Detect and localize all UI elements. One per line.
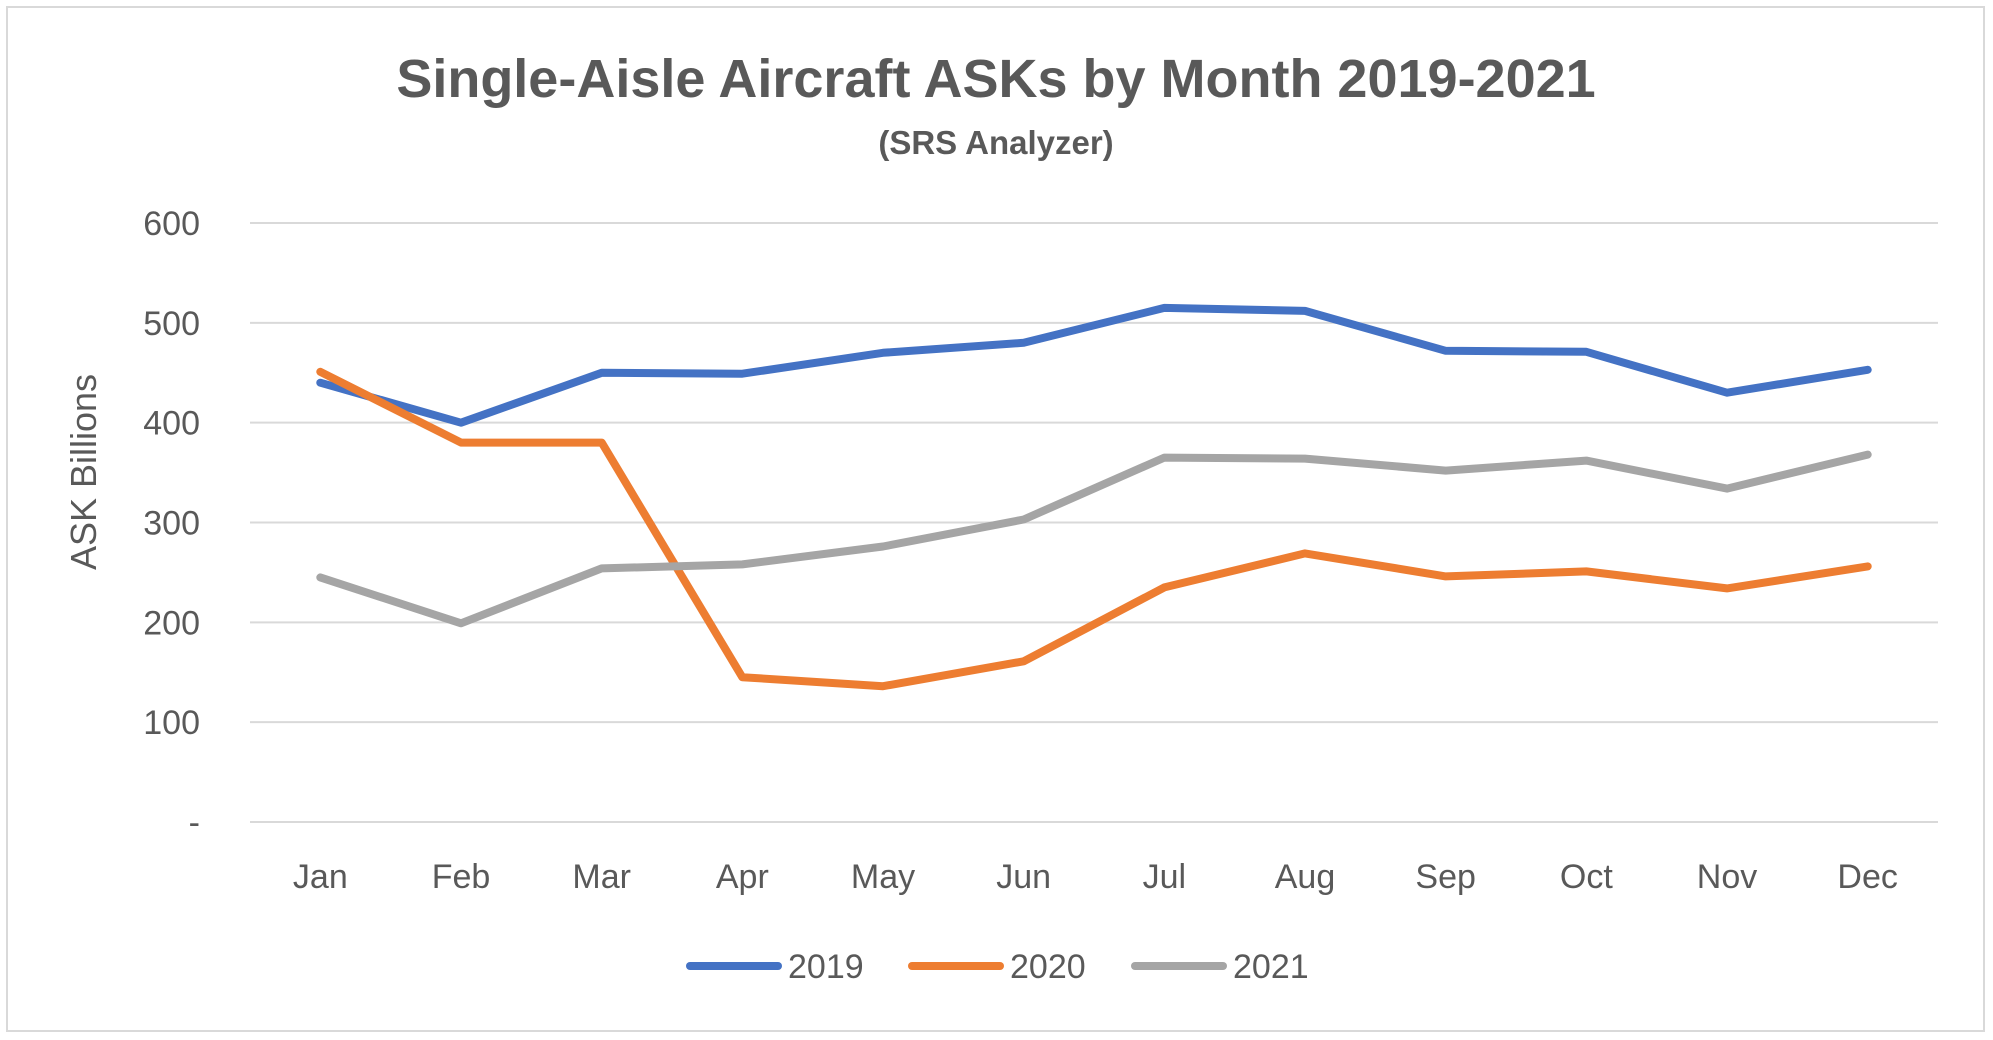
legend-label: 2019	[788, 948, 864, 986]
series-lines	[316, 303, 1872, 691]
x-tick-label: Dec	[1837, 858, 1897, 896]
x-tick-label: Jan	[293, 858, 348, 896]
y-tick-label: 500	[143, 305, 200, 343]
chart-frame	[6, 6, 1985, 1032]
y-axis-ticks: - 100 200 300 400 500 600	[143, 205, 200, 842]
legend-label: 2021	[1233, 948, 1309, 986]
x-tick-label: Nov	[1697, 858, 1757, 896]
gridlines	[250, 222, 1938, 823]
x-tick-label: Apr	[716, 858, 769, 896]
x-tick-label: Jun	[996, 858, 1051, 896]
legend-label: 2020	[1010, 948, 1086, 986]
y-tick-label: 300	[143, 505, 200, 543]
x-tick-label: Jul	[1143, 858, 1186, 896]
x-axis-ticks: Jan Feb Mar Apr May Jun Jul Aug Sep Oct Nov Dec	[293, 858, 1898, 896]
series-line-2020	[316, 367, 1872, 691]
y-tick-label: 400	[143, 405, 200, 443]
y-tick-label: -	[189, 804, 200, 842]
x-tick-label: Aug	[1275, 858, 1336, 896]
y-axis-label: ASK Billions	[63, 374, 104, 570]
x-tick-label: Mar	[572, 858, 631, 896]
x-tick-label: Feb	[432, 858, 491, 896]
y-tick-label: 100	[143, 704, 200, 742]
y-tick-label: 600	[143, 205, 200, 243]
chart-subtitle: (SRS Analyzer)	[878, 124, 1113, 161]
legend: 2019 2020 2021	[686, 948, 1309, 986]
x-tick-label: Oct	[1560, 858, 1613, 896]
series-line-2021	[316, 450, 1872, 628]
y-tick-label: 200	[143, 604, 200, 642]
x-tick-label: May	[851, 858, 915, 896]
series-line-2019	[316, 303, 1872, 427]
chart-title: Single-Aisle Aircraft ASKs by Month 2019…	[396, 49, 1595, 109]
x-tick-label: Sep	[1415, 858, 1476, 896]
